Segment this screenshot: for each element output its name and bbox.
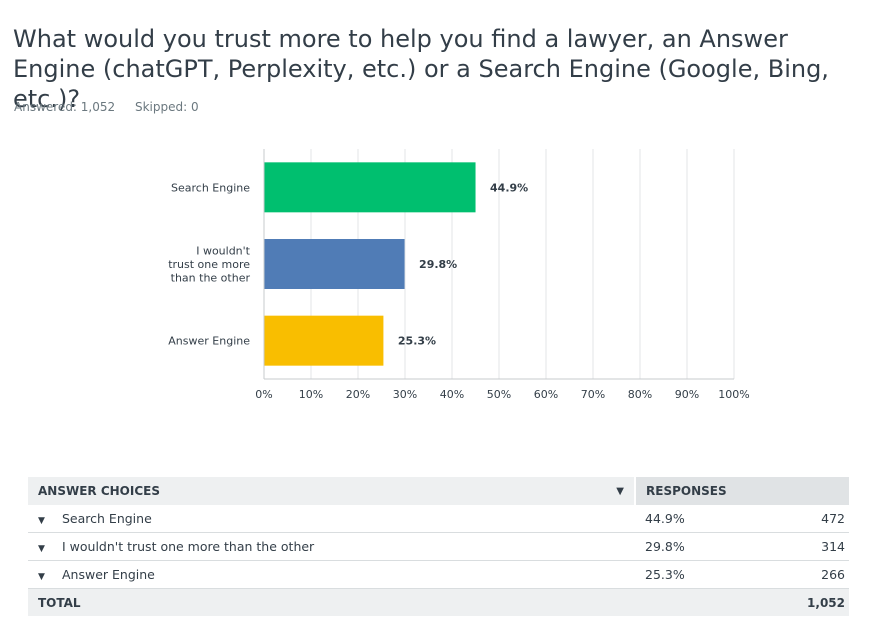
- x-tick-label: 0%: [255, 388, 272, 401]
- table-row: ▼ Answer Engine 25.3% 266: [28, 560, 849, 589]
- bar: [264, 315, 384, 366]
- skipped-count: Skipped: 0: [134, 100, 199, 114]
- x-tick-label: 60%: [534, 388, 558, 401]
- table-row: ▼ Search Engine 44.9% 472: [28, 505, 849, 533]
- expand-caret-icon[interactable]: ▼: [38, 544, 45, 554]
- total-count: 1,052: [785, 588, 849, 616]
- row-percent: 44.9%: [635, 505, 785, 533]
- category-label: Answer Engine: [168, 335, 250, 348]
- results-table: ANSWER CHOICES ▼ RESPONSES ▼ Search Engin…: [28, 477, 849, 616]
- x-tick-label: 70%: [581, 388, 605, 401]
- bar-value-label: 44.9%: [490, 181, 528, 194]
- answered-count: Answered: 1,052: [14, 100, 116, 114]
- row-label: Search Engine: [62, 511, 152, 526]
- x-tick-label: 100%: [718, 388, 749, 401]
- x-tick-label: 40%: [440, 388, 464, 401]
- row-count: 266: [785, 560, 849, 589]
- row-count: 314: [785, 532, 849, 561]
- answer-choices-header-label: ANSWER CHOICES: [38, 484, 160, 498]
- x-tick-label: 30%: [393, 388, 417, 401]
- total-row: TOTAL 1,052: [28, 588, 849, 616]
- response-meta: Answered: 1,052 Skipped: 0: [14, 100, 215, 114]
- row-label: I wouldn't trust one more than the other: [62, 539, 315, 554]
- responses-header: RESPONSES: [634, 477, 849, 505]
- category-label: I wouldn't trust one more than the other: [168, 245, 250, 285]
- category-label: Search Engine: [171, 181, 250, 194]
- expand-caret-icon[interactable]: ▼: [38, 516, 45, 526]
- x-tick-label: 50%: [487, 388, 511, 401]
- bar-value-label: 29.8%: [419, 258, 457, 271]
- total-label: TOTAL: [28, 588, 785, 616]
- x-tick-label: 10%: [299, 388, 323, 401]
- bar: [264, 162, 476, 213]
- row-label: Answer Engine: [62, 567, 155, 582]
- x-tick-label: 80%: [628, 388, 652, 401]
- answer-choices-header[interactable]: ANSWER CHOICES ▼: [28, 477, 635, 505]
- x-tick-label: 20%: [346, 388, 370, 401]
- bar-chart: 0% 10% 20% 30% 40% 50% 60% 70% 80% 90% 100% 44.9% Se…: [168, 149, 750, 401]
- x-tick-label: 90%: [675, 388, 699, 401]
- row-percent: 29.8%: [635, 532, 785, 561]
- row-count: 472: [785, 505, 849, 533]
- table-row: ▼ I wouldn't trust one more than the othe…: [28, 532, 849, 561]
- sort-caret-icon[interactable]: ▼: [616, 486, 624, 497]
- expand-caret-icon[interactable]: ▼: [38, 572, 45, 582]
- row-percent: 25.3%: [635, 560, 785, 589]
- bar-value-label: 25.3%: [398, 335, 436, 348]
- question-title: What would you trust more to help you fi…: [13, 25, 829, 113]
- bar: [264, 239, 405, 289]
